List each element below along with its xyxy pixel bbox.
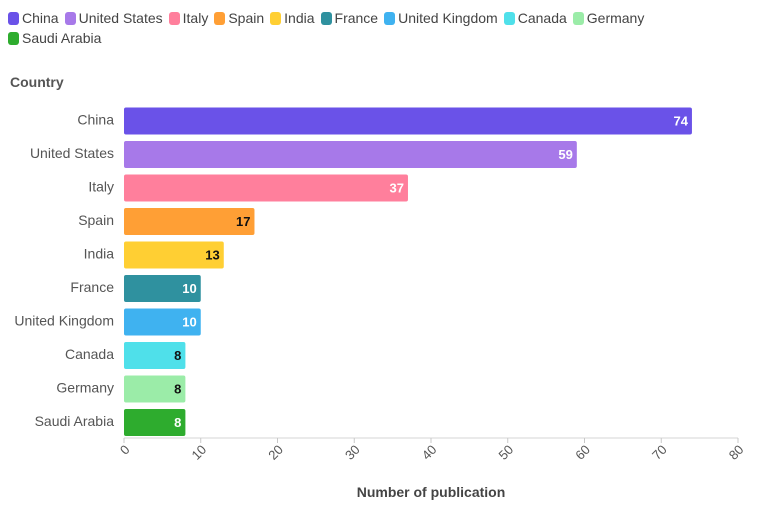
legend-swatch [214, 11, 226, 25]
x-tick-label: 40 [419, 442, 440, 463]
legend-label: Italy [182, 10, 209, 26]
legend-swatch [8, 31, 19, 45]
legend-item[interactable]: Canada [503, 10, 567, 26]
bar [124, 375, 186, 403]
x-tick-label: 10 [188, 442, 209, 463]
legend-label: India [284, 10, 315, 26]
legend-label: Spain [228, 10, 265, 26]
x-tick-label: 60 [572, 442, 593, 463]
bar [124, 308, 201, 336]
legend-label: United Kingdom [398, 10, 498, 26]
x-tick-label: 50 [495, 442, 516, 463]
bar [124, 409, 186, 436]
bar [124, 275, 201, 302]
category-label: France [70, 279, 114, 295]
legend-label: Germany [586, 10, 645, 26]
value-label: 37 [390, 180, 404, 195]
legend-swatch [503, 11, 515, 25]
category-label: Spain [78, 212, 114, 228]
legend-item[interactable]: United States [64, 10, 163, 26]
legend-swatch [64, 11, 76, 25]
legend-item[interactable]: Saudi Arabia [8, 30, 101, 46]
category-label: Germany [56, 380, 114, 396]
value-label: 8 [174, 348, 181, 363]
value-label: 8 [174, 381, 181, 396]
legend-swatch [168, 11, 180, 25]
category-label: United Kingdom [14, 313, 114, 329]
legend-label: United States [78, 10, 163, 26]
value-label: 10 [182, 314, 196, 329]
legend: China United States Italy Spain India France U… [8, 10, 688, 46]
legend-item[interactable]: Germany [572, 10, 645, 26]
bar [124, 174, 408, 202]
bar [124, 208, 255, 235]
legend-item[interactable]: France [320, 10, 379, 26]
legend-label: France [334, 10, 379, 26]
bar [124, 141, 577, 168]
bar [124, 107, 692, 135]
legend-swatch [270, 11, 282, 25]
value-label: 59 [558, 147, 572, 162]
x-tick-label: 70 [649, 442, 670, 463]
legend-swatch [572, 11, 584, 25]
x-tick-label: 0 [117, 442, 133, 458]
value-label: 8 [174, 415, 181, 430]
category-label: China [77, 112, 114, 128]
y-axis-title: Country [10, 74, 64, 90]
x-tick-label: 80 [726, 442, 747, 463]
bar [124, 241, 224, 269]
legend-label: Saudi Arabia [22, 30, 102, 46]
category-label: Canada [65, 346, 114, 362]
legend-item[interactable]: Spain [214, 10, 264, 26]
category-label: Saudi Arabia [35, 413, 115, 429]
category-label: United States [30, 145, 114, 161]
category-label: India [84, 246, 115, 262]
legend-item[interactable]: India [270, 10, 315, 26]
legend-swatch [384, 11, 396, 25]
legend-label: Canada [517, 10, 567, 26]
legend-swatch [320, 11, 332, 25]
x-tick-label: 30 [342, 442, 363, 463]
x-axis-title: Number of publication [356, 484, 506, 500]
category-label: Italy [88, 179, 114, 195]
legend-label: China [22, 10, 59, 26]
value-label: 10 [182, 281, 196, 296]
legend-swatch [8, 11, 19, 25]
value-label: 17 [236, 214, 250, 229]
legend-item[interactable]: Italy [168, 10, 209, 26]
value-label: 74 [673, 113, 688, 128]
legend-item[interactable]: United Kingdom [384, 10, 498, 26]
value-label: 13 [205, 247, 219, 262]
legend-item[interactable]: China [8, 10, 59, 26]
bar [124, 342, 186, 369]
x-tick-label: 20 [265, 442, 286, 463]
